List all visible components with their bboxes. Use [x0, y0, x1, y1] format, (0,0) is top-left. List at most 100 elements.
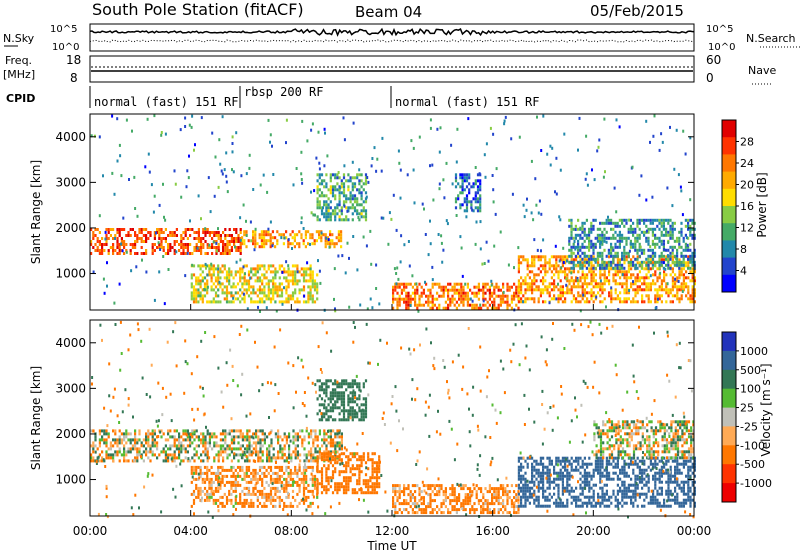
- range-cell: [488, 511, 491, 515]
- range-cell: [268, 456, 271, 460]
- range-cell: [588, 260, 591, 264]
- range-cell: [226, 252, 229, 255]
- range-cell: [444, 288, 447, 292]
- range-cell: [289, 270, 292, 274]
- range-cell: [336, 450, 339, 454]
- range-cell: [283, 483, 286, 487]
- range-cell: [636, 276, 639, 280]
- range-cell: [254, 474, 257, 478]
- range-cell: [687, 224, 690, 228]
- range-cell: [544, 270, 547, 274]
- range-cell: [267, 495, 270, 499]
- range-cell: [272, 486, 275, 490]
- range-cell: [221, 264, 224, 268]
- range-cell: [466, 282, 469, 286]
- range-cell: [311, 233, 314, 237]
- range-cell: [643, 233, 646, 237]
- range-cell: [307, 294, 310, 298]
- range-cell: [579, 248, 582, 252]
- range-cell: [415, 282, 418, 286]
- range-cell: [142, 438, 145, 442]
- range-cell: [114, 450, 117, 454]
- range-cell: [427, 294, 430, 298]
- range-cell: [314, 432, 317, 436]
- range-cell: [248, 453, 251, 457]
- range-cell: [334, 461, 337, 465]
- range-cell: [333, 297, 335, 301]
- range-cell: [520, 297, 523, 301]
- range-cell: [499, 303, 502, 307]
- range-cell: [616, 239, 619, 243]
- range-cell: [296, 435, 299, 439]
- range-cell: [680, 254, 683, 258]
- range-cell: [265, 239, 268, 243]
- range-cell: [680, 221, 683, 225]
- range-cell: [524, 489, 527, 493]
- range-cell: [607, 251, 610, 255]
- range-cell: [131, 246, 134, 249]
- range-cell: [101, 252, 104, 255]
- range-cell: [316, 495, 319, 499]
- range-cell: [398, 294, 401, 298]
- range-cell: [239, 258, 242, 262]
- range-cell: [261, 459, 264, 463]
- range-cell: [621, 273, 624, 277]
- range-cell: [530, 159, 533, 163]
- range-cell: [488, 285, 491, 289]
- range-cell: [581, 288, 584, 292]
- range-cell: [201, 489, 204, 493]
- range-cell: [149, 459, 152, 463]
- range-cell: [243, 486, 246, 490]
- range-cell: [528, 264, 531, 268]
- range-cell: [590, 279, 593, 283]
- range-cell: [537, 211, 540, 215]
- range-cell: [236, 291, 240, 295]
- range-cell: [535, 498, 538, 502]
- range-cell: [184, 231, 187, 234]
- range-cell: [114, 453, 117, 457]
- range-cell: [533, 468, 536, 472]
- range-cell: [340, 482, 343, 486]
- range-cell: [608, 291, 611, 295]
- range-cell: [180, 450, 183, 454]
- range-cell: [440, 487, 443, 491]
- range-cell: [316, 173, 319, 177]
- range-cell: [581, 273, 584, 277]
- range-cell: [254, 492, 257, 496]
- range-cell: [666, 254, 669, 258]
- range-cell: [645, 267, 648, 271]
- range-cell: [199, 486, 202, 490]
- range-cell: [323, 464, 326, 468]
- range-cell: [502, 493, 505, 497]
- range-cell: [212, 471, 215, 475]
- range-cell: [358, 455, 361, 459]
- range-cell: [583, 254, 586, 258]
- range-cell: [526, 489, 529, 493]
- range-cell: [195, 435, 198, 439]
- range-cell: [149, 444, 152, 448]
- range-cell: [634, 248, 637, 252]
- range-cell: [269, 300, 273, 304]
- range-cell: [526, 495, 529, 499]
- range-cell: [515, 493, 518, 497]
- range-cell: [278, 498, 281, 502]
- range-cell: [318, 470, 321, 474]
- range-cell: [495, 490, 498, 494]
- range-cell: [280, 233, 283, 237]
- range-cell: [364, 209, 368, 213]
- range-cell: [340, 441, 343, 445]
- range-cell: [420, 511, 423, 515]
- range-cell: [665, 257, 668, 261]
- range-cell: [296, 492, 299, 496]
- range-cell: [294, 432, 297, 436]
- range-cell: [630, 276, 633, 280]
- range-cell: [236, 465, 240, 469]
- range-cell: [178, 432, 181, 436]
- range-cell: [302, 239, 305, 243]
- range-cell: [331, 491, 335, 495]
- range-cell: [531, 270, 534, 274]
- range-cell: [210, 279, 213, 283]
- range-cell: [447, 306, 450, 310]
- range-cell: [180, 240, 183, 243]
- range-cell: [570, 300, 573, 304]
